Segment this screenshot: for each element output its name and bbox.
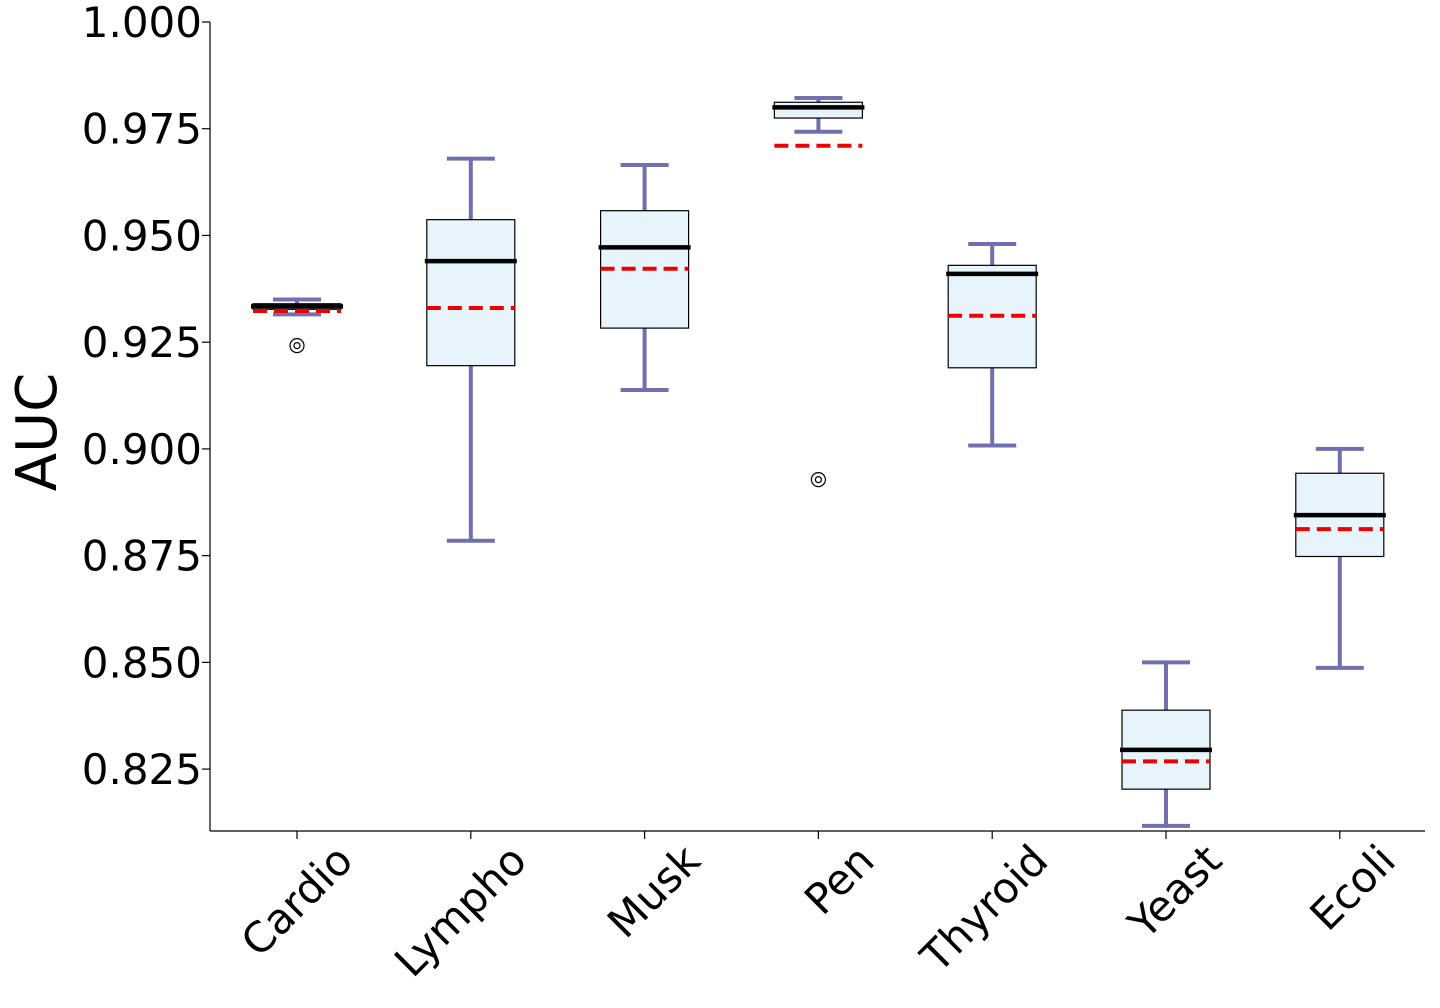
y-tick-label: 0.925 <box>82 318 202 367</box>
y-tick-label: 0.850 <box>82 638 202 687</box>
boxes-layer <box>251 95 1386 828</box>
outlier-marker-inner <box>293 342 301 350</box>
x-ticks: Cardio Lympho Musk Pen Thyroid Yeast Ecoli <box>232 831 1405 986</box>
box-pen <box>772 95 865 488</box>
y-axis-title: AUC <box>5 373 70 491</box>
box-iqr <box>773 101 864 119</box>
x-tick-label: Lympho <box>385 835 536 986</box>
box-yeast <box>1120 660 1212 828</box>
outlier-marker <box>289 338 305 354</box>
box-cardio <box>251 297 343 354</box>
outlier-marker-inner <box>814 476 823 484</box>
box-iqr <box>426 219 516 367</box>
x-tick-label: Yeast <box>1118 835 1231 948</box>
y-tick-label: 0.900 <box>82 425 202 474</box>
y-tick-label: 0.950 <box>82 211 202 260</box>
x-tick-label: Cardio <box>232 835 363 966</box>
outlier-marker <box>810 472 827 488</box>
y-ticks: 1.000 0.975 0.950 0.925 0.900 0.875 0.850 0.825 <box>82 0 210 794</box>
y-tick-label: 0.875 <box>82 532 202 581</box>
axes-layer <box>209 22 1425 832</box>
x-tick-label: Musk <box>598 835 710 947</box>
x-tick-label: Pen <box>795 835 884 924</box>
y-tick-label: 0.825 <box>82 745 202 794</box>
box-lympho <box>424 156 517 543</box>
y-tick-label: 1.000 <box>82 0 202 47</box>
box-musk <box>598 163 691 392</box>
box-thyroid <box>946 241 1039 448</box>
y-tick-label: 0.975 <box>82 105 202 154</box>
box-ecoli <box>1293 446 1386 670</box>
x-tick-label: Ecoli <box>1300 835 1404 939</box>
x-tick-label: Thyroid <box>911 835 1058 982</box>
